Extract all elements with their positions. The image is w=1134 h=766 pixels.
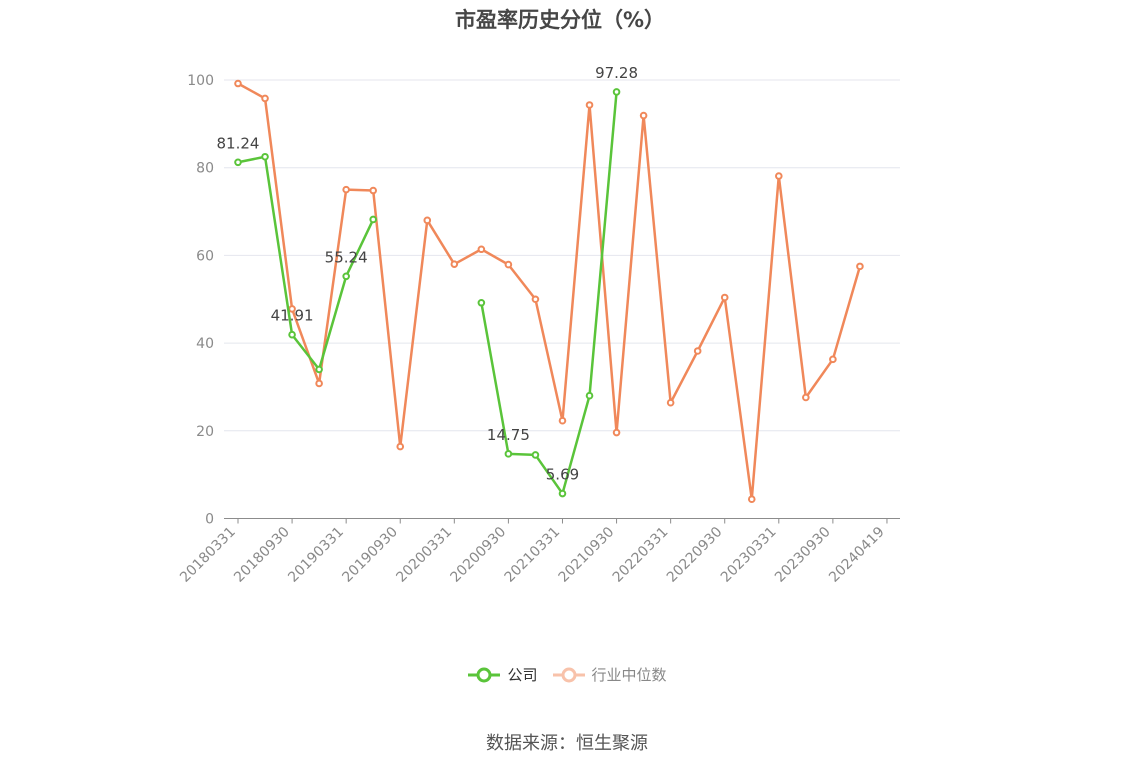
company-series-line	[237, 155, 375, 371]
company-data-point	[504, 450, 513, 458]
industry-data-point	[477, 245, 486, 254]
x-tick-label: 20220331	[610, 524, 672, 586]
company-data-point	[477, 298, 486, 307]
y-tick-label: 20	[196, 424, 214, 440]
industry-data-point	[396, 442, 405, 451]
industry-data-point	[775, 172, 783, 180]
company-data-label: 14.75	[487, 426, 530, 444]
company-data-point	[369, 215, 378, 224]
company-data-point	[234, 158, 242, 167]
x-tick-label: 20240419	[826, 524, 888, 586]
industry-data-point	[450, 260, 459, 268]
legend-company-marker-icon	[468, 667, 501, 682]
x-tick-label: 20230331	[718, 524, 780, 586]
industry-data-point	[802, 393, 810, 402]
x-tick-label: 20210930	[556, 524, 618, 586]
company-data-point	[558, 489, 567, 498]
y-tick-label: 0	[205, 512, 214, 528]
x-tick-label: 20190331	[285, 524, 347, 586]
legend-item-industry[interactable]: 行业中位数	[552, 664, 667, 685]
industry-data-point	[558, 416, 567, 425]
company-series-line	[480, 91, 618, 495]
company-data-point	[612, 88, 621, 96]
industry-data-point	[612, 428, 621, 437]
legend-industry-label: 行业中位数	[591, 666, 667, 684]
x-tick-label: 20200930	[448, 524, 510, 586]
industry-data-point	[504, 260, 513, 269]
company-data-point	[585, 391, 594, 400]
industry-data-point	[747, 495, 756, 504]
industry-data-point	[234, 79, 242, 88]
company-data-point	[288, 330, 296, 339]
x-tick-label: 20230930	[772, 524, 834, 586]
industry-data-point	[423, 216, 432, 225]
x-tick-label: 20220930	[664, 524, 726, 586]
industry-data-point	[666, 398, 675, 407]
y-tick-label: 80	[196, 161, 214, 177]
legend-company-label: 公司	[507, 666, 538, 684]
industry-series-line	[237, 82, 862, 501]
y-tick-label: 40	[196, 336, 214, 352]
x-tick-label: 20180331	[177, 524, 239, 586]
industry-data-point	[342, 185, 350, 194]
industry-data-point	[720, 293, 729, 302]
industry-data-point	[829, 355, 837, 364]
data-source-note: 数据来源：恒生聚源	[486, 733, 648, 754]
industry-data-point	[639, 111, 648, 120]
x-tick-label: 20190930	[339, 524, 401, 586]
industry-data-point	[693, 347, 702, 355]
legend-item-company[interactable]: 公司	[467, 664, 538, 685]
industry-data-point	[856, 262, 864, 271]
industry-data-point	[531, 295, 540, 304]
company-data-label: 41.91	[271, 307, 314, 325]
company-data-label: 55.24	[325, 248, 368, 266]
y-tick-label: 60	[196, 248, 214, 264]
x-tick-label: 20200331	[393, 524, 455, 586]
x-tick-label: 20180930	[231, 524, 293, 586]
industry-data-point	[261, 94, 269, 103]
industry-data-point	[369, 186, 378, 195]
chart-legend: 公司 行业中位数	[0, 664, 1134, 685]
company-data-point	[261, 152, 269, 161]
legend-industry-marker-icon	[552, 667, 585, 682]
company-data-point	[315, 365, 323, 374]
y-tick-label: 100	[187, 73, 214, 89]
company-data-label: 81.24	[217, 134, 260, 152]
company-data-label: 97.28	[595, 64, 638, 82]
chart-title: 市盈率历史分位（%）	[454, 8, 666, 32]
x-tick-label: 20210331	[502, 524, 564, 586]
company-data-point	[342, 272, 350, 281]
industry-data-point	[315, 379, 323, 388]
industry-data-point	[585, 101, 594, 109]
company-data-label: 5.69	[546, 466, 579, 484]
company-data-point	[531, 451, 540, 459]
